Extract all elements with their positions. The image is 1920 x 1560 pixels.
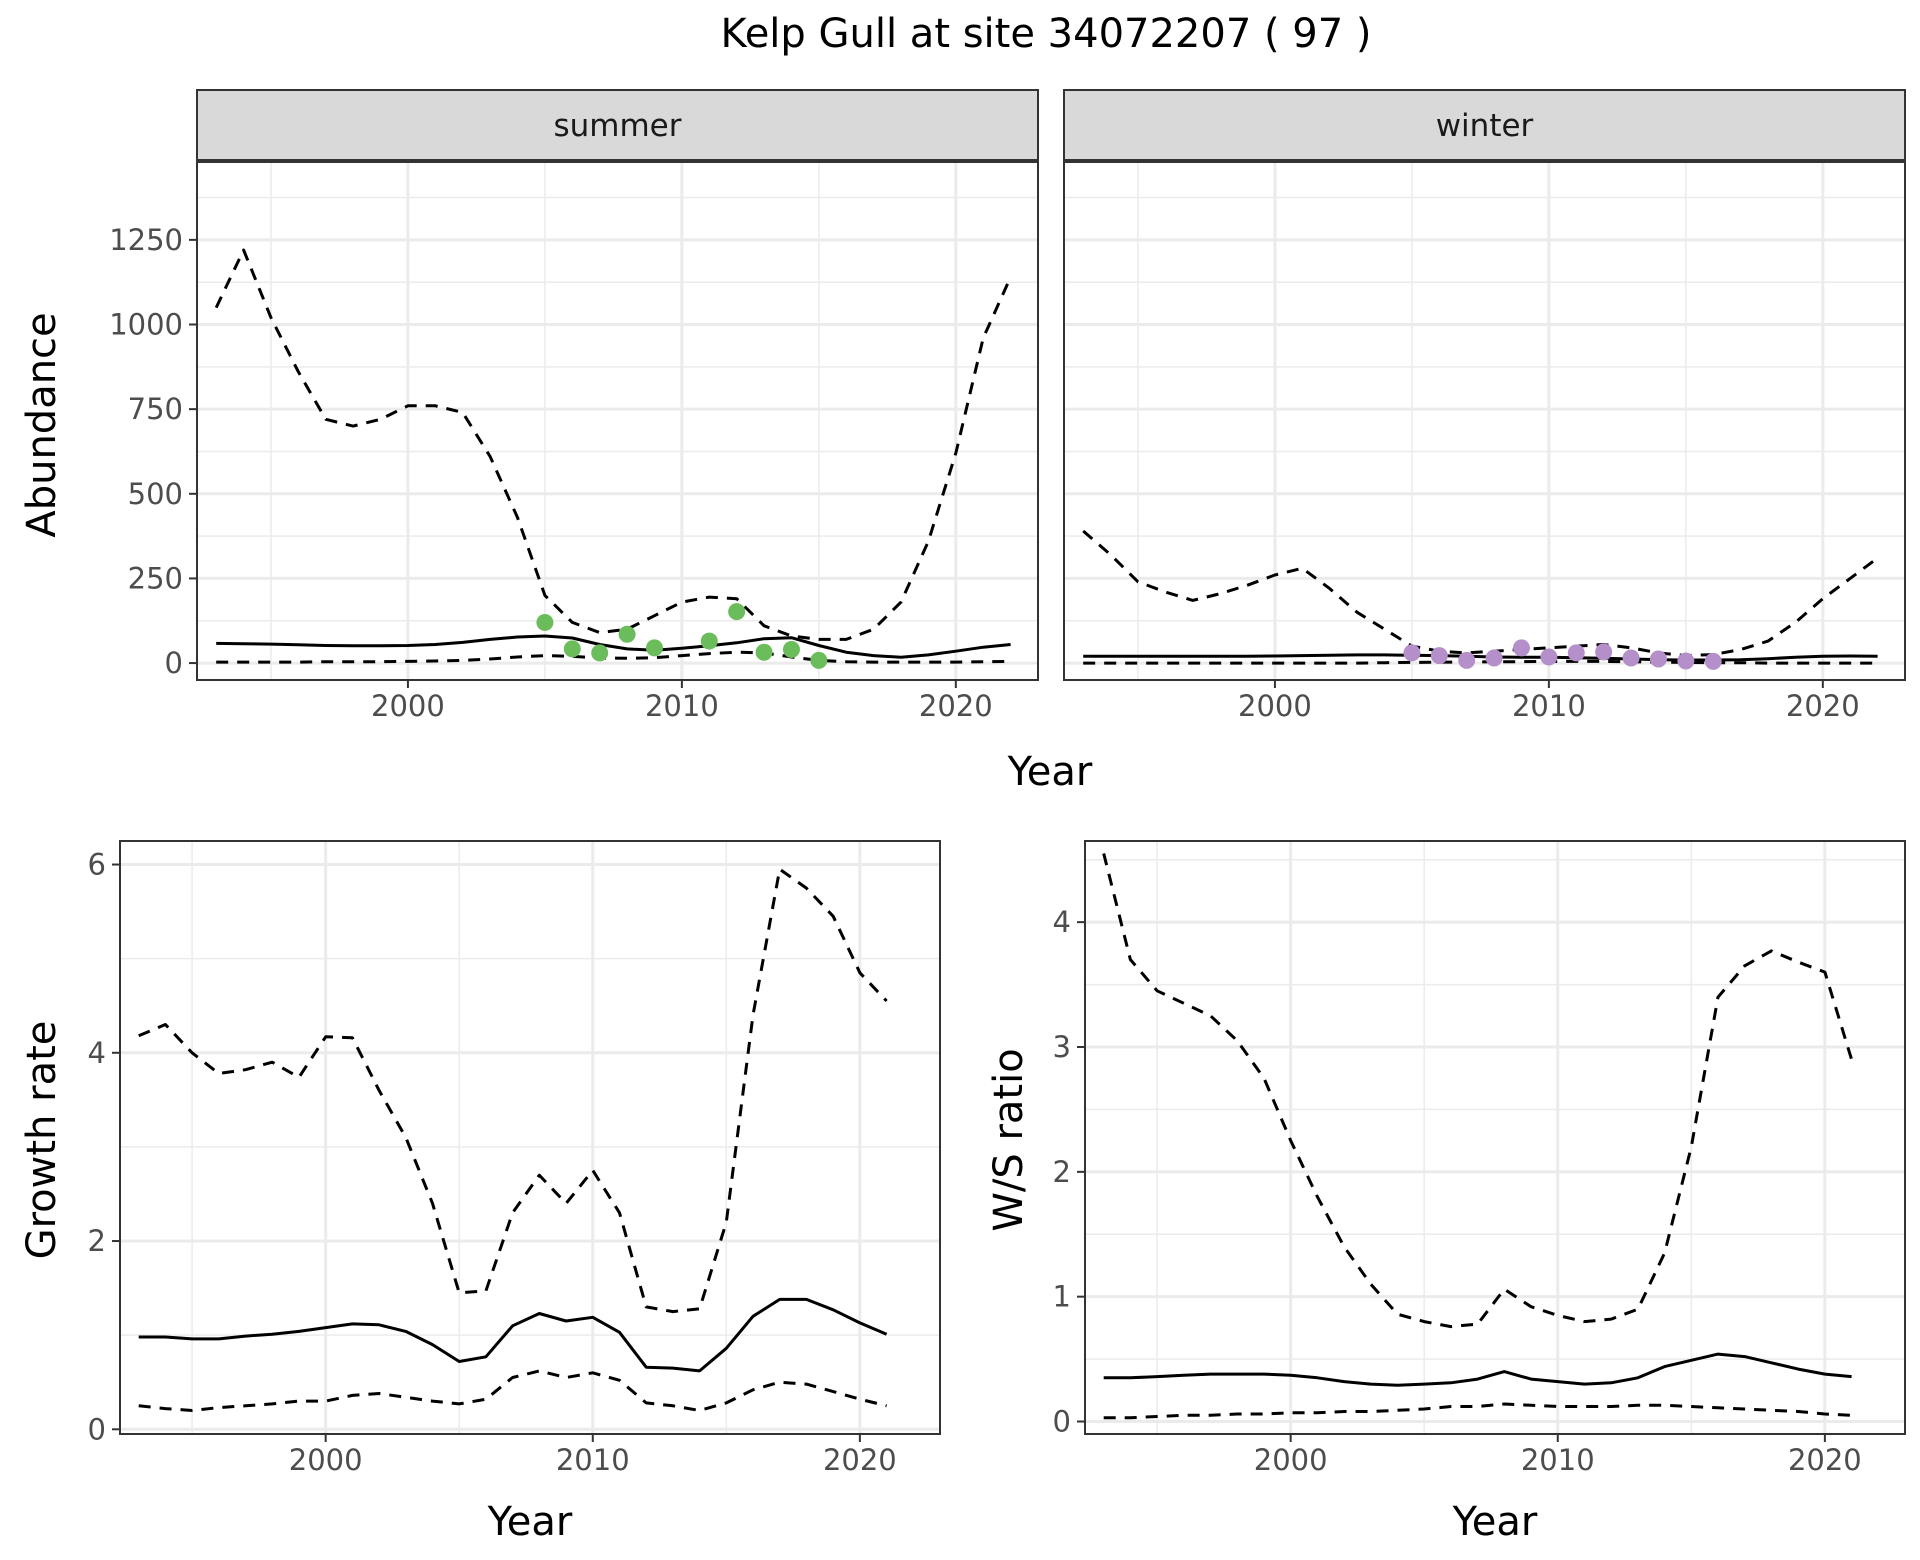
y-tick-label: 250: [128, 561, 183, 595]
y-tick-label: 0: [88, 1412, 106, 1446]
data-point: [810, 651, 828, 669]
data-point: [1704, 652, 1722, 670]
x-tick-label: 2020: [1786, 689, 1860, 723]
data-point: [1567, 644, 1585, 662]
data-point: [591, 644, 609, 662]
y-tick-label: 2: [1053, 1155, 1071, 1189]
x-tick-label: 2000: [1238, 689, 1312, 723]
y-tick-label: 1000: [109, 308, 183, 342]
growth-x-axis-label: Year: [487, 1499, 573, 1545]
data-point: [1649, 650, 1667, 668]
dashed-series-line-1: [214, 248, 1012, 641]
data-point: [700, 632, 718, 650]
y-tick-label: 500: [128, 477, 183, 511]
plot-background: [1064, 162, 1905, 680]
x-tick-label: 2020: [823, 1443, 897, 1477]
plot-background: [1085, 841, 1905, 1434]
y-tick-label: 4: [1053, 905, 1071, 939]
panel-border: [119, 840, 941, 1435]
data-point: [1622, 649, 1640, 667]
dashed-series-line-2: [216, 650, 1011, 664]
solid-series-line-0: [138, 1297, 888, 1373]
panel-border: [1084, 840, 1906, 1435]
data-point: [1485, 649, 1503, 667]
y-tick-label: 4: [88, 1036, 106, 1070]
growth-rate-panel: 2000 2010 2020 0 2 4 6: [88, 840, 941, 1477]
x-tick-label: 2000: [289, 1443, 363, 1477]
solid-series-line-0: [1083, 653, 1878, 662]
dashed-series-line-1: [1102, 853, 1854, 1329]
ws-ratio-panel: 2000 2010 2020 0 1 2 3 4: [1053, 840, 1906, 1477]
solid-series-line-0: [1103, 1352, 1852, 1387]
plot-background: [120, 841, 940, 1434]
y-tick-label: 3: [1053, 1030, 1071, 1064]
abundance-x-axis-label: Year: [1007, 749, 1093, 795]
abundance-winter-panel: 2000 2010 2020 winter: [1063, 89, 1906, 723]
dashed-series-line-1: [1082, 529, 1879, 658]
data-point: [1677, 652, 1695, 670]
data-point: [1458, 651, 1476, 669]
x-tick-label: 2010: [1512, 689, 1586, 723]
dashed-series-line-2: [1083, 659, 1878, 665]
data-point: [728, 603, 746, 621]
data-point: [618, 625, 636, 643]
abundance-y-axis-label: Abundance: [19, 312, 65, 537]
x-tick-label: 2000: [371, 689, 445, 723]
x-tick-label: 2010: [645, 689, 719, 723]
x-tick-label: 2010: [556, 1443, 630, 1477]
data-point: [1512, 639, 1530, 657]
data-point: [563, 640, 581, 658]
facet-strip: [1063, 89, 1906, 161]
x-tick-label: 2010: [1521, 1443, 1595, 1477]
x-tick-label: 2020: [919, 689, 993, 723]
data-point: [755, 643, 773, 661]
dashed-series-line-2: [138, 1369, 887, 1412]
dashed-series-line-1: [138, 867, 888, 1314]
y-tick-label: 0: [1053, 1405, 1071, 1439]
data-point: [1430, 647, 1448, 665]
ws-x-axis-label: Year: [1452, 1499, 1538, 1545]
data-point: [1595, 643, 1613, 661]
y-tick-label: 1: [1053, 1280, 1071, 1314]
growth-y-axis-label: Growth rate: [19, 1021, 65, 1260]
y-tick-label: 750: [128, 392, 183, 426]
y-tick-label: 0: [165, 646, 183, 680]
y-tick-label: 2: [88, 1224, 106, 1258]
facet-strip-label: winter: [1436, 108, 1534, 144]
y-tick-label: 1250: [109, 223, 183, 257]
data-point: [782, 641, 800, 659]
solid-series-line-0: [216, 634, 1011, 659]
facet-strip: [196, 89, 1039, 161]
figure-title: Kelp Gull at site 34072207 ( 97 ): [720, 11, 1371, 57]
abundance-summer-panel: 2000 2010 2020 0 250 500 750 1000 1250 summer: [109, 89, 1039, 723]
x-tick-label: 2020: [1788, 1443, 1862, 1477]
data-point: [536, 613, 554, 631]
facet-strip-label: summer: [553, 108, 681, 144]
x-tick-label: 2000: [1254, 1443, 1328, 1477]
ws-y-axis-label: W/S ratio: [986, 1048, 1032, 1231]
data-point: [1540, 648, 1558, 666]
y-tick-label: 6: [88, 848, 106, 882]
data-point: [645, 639, 663, 657]
data-point: [1403, 644, 1421, 662]
